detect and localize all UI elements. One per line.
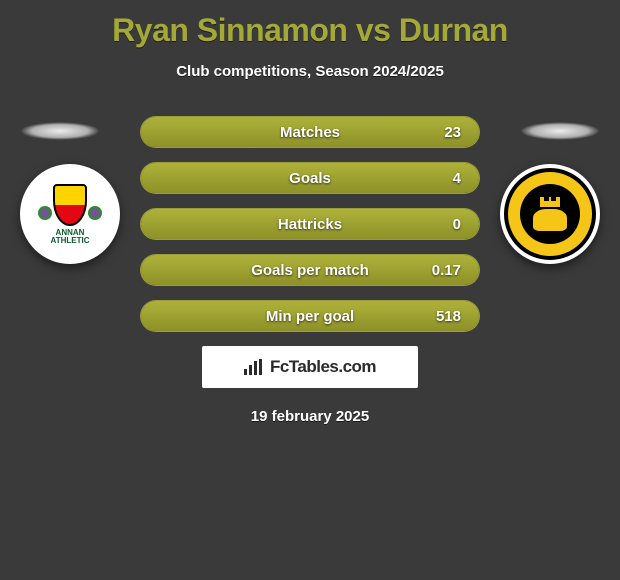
stat-value-right: 518	[436, 301, 461, 331]
comparison-panel: ANNAN ATHLETIC Matches 23 Goals 4	[0, 116, 620, 425]
stat-label: Goals per match	[141, 255, 479, 285]
stat-value-right: 4	[453, 163, 461, 193]
team-crest-right	[500, 164, 600, 264]
elephant-icon	[530, 197, 570, 231]
stat-label: Hattricks	[141, 209, 479, 239]
crest-left-text-bottom: ATHLETIC	[51, 236, 90, 245]
bar-chart-icon	[244, 359, 264, 375]
stats-bars: Matches 23 Goals 4 Hattricks 0 Goals per…	[140, 116, 480, 332]
stat-bar-goals: Goals 4	[140, 162, 480, 194]
team-crest-left: ANNAN ATHLETIC	[20, 164, 120, 264]
player-highlight-right	[520, 122, 600, 140]
brand-text: FcTables.com	[270, 357, 376, 377]
page-title: Ryan Sinnamon vs Durnan	[0, 0, 620, 49]
date-text: 19 february 2025	[0, 408, 620, 425]
brand-box[interactable]: FcTables.com	[202, 346, 418, 388]
player-highlight-left	[20, 122, 100, 140]
stat-label: Matches	[141, 117, 479, 147]
stat-value-right: 0.17	[432, 255, 461, 285]
stat-bar-hattricks: Hattricks 0	[140, 208, 480, 240]
stat-bar-min-per-goal: Min per goal 518	[140, 300, 480, 332]
stat-value-right: 0	[453, 209, 461, 239]
stat-value-right: 23	[444, 117, 461, 147]
stat-bar-goals-per-match: Goals per match 0.17	[140, 254, 480, 286]
page-subtitle: Club competitions, Season 2024/2025	[0, 63, 620, 80]
stat-label: Min per goal	[141, 301, 479, 331]
stat-bar-matches: Matches 23	[140, 116, 480, 148]
stat-label: Goals	[141, 163, 479, 193]
